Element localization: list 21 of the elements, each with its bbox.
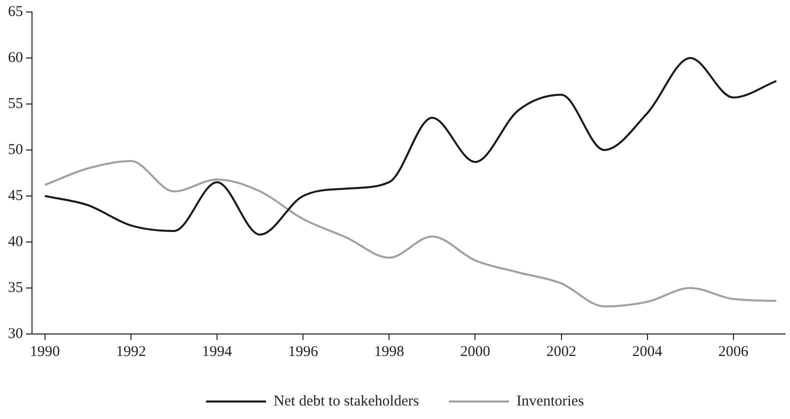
x-tick-label: 2002 bbox=[546, 344, 576, 360]
y-tick-label: 60 bbox=[8, 50, 23, 66]
y-tick-label: 50 bbox=[8, 142, 23, 158]
y-tick-label: 65 bbox=[8, 4, 23, 20]
y-tick-label: 55 bbox=[8, 96, 23, 112]
x-tick-label: 1998 bbox=[374, 344, 404, 360]
y-tick-label: 40 bbox=[8, 234, 23, 250]
y-tick-label: 35 bbox=[8, 280, 23, 296]
legend-label: Inventories bbox=[516, 393, 584, 410]
x-tick-label: 1994 bbox=[202, 344, 233, 360]
x-tick-label: 2004 bbox=[632, 344, 663, 360]
x-tick-label: 1990 bbox=[30, 344, 60, 360]
x-tick-label: 2006 bbox=[718, 344, 749, 360]
legend-label: Net debt to stakeholders bbox=[274, 393, 420, 410]
x-tick-label: 1996 bbox=[288, 344, 319, 360]
y-tick-label: 45 bbox=[8, 188, 23, 204]
line-series bbox=[44, 160, 778, 308]
x-tick-label: 1992 bbox=[116, 344, 146, 360]
line-series bbox=[44, 57, 778, 236]
y-tick-label: 30 bbox=[8, 326, 23, 342]
x-tick-label: 2000 bbox=[460, 344, 490, 360]
